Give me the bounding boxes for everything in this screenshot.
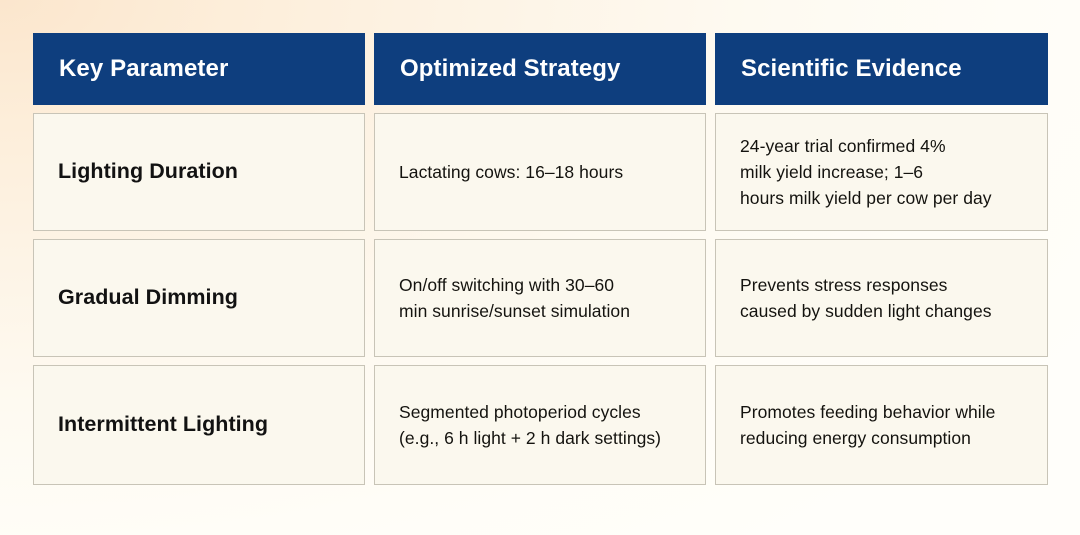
cell-parameter: Lighting Duration xyxy=(33,113,365,231)
header-label-optimized-strategy: Optimized Strategy xyxy=(400,55,621,83)
strategy-line: Segmented photoperiod cycles xyxy=(399,401,641,422)
evidence-line: reducing energy consumption xyxy=(740,428,971,448)
header-cell-scientific-evidence: Scientific Evidence xyxy=(715,33,1048,105)
header-label-scientific-evidence: Scientific Evidence xyxy=(741,55,962,83)
parameter-label: Gradual Dimming xyxy=(58,285,238,310)
evidence-text: 24-year trial confirmed 4% milk yield in… xyxy=(740,133,992,212)
strategy-text: Lactating cows: 16–18 hours xyxy=(399,159,623,185)
cell-parameter: Gradual Dimming xyxy=(33,239,365,357)
cell-strategy: Lactating cows: 16–18 hours xyxy=(374,113,706,231)
evidence-line: caused by sudden light changes xyxy=(740,301,992,321)
evidence-line: hours milk yield per cow per day xyxy=(740,188,992,209)
evidence-line: Promotes feeding behavior while xyxy=(740,401,996,422)
parameter-label: Lighting Duration xyxy=(58,159,238,184)
strategy-line: On/off switching with 30–60 xyxy=(399,274,615,295)
cell-evidence: Prevents stress responses caused by sudd… xyxy=(715,239,1048,357)
evidence-line: milk yield increase; 1–6 xyxy=(740,161,924,182)
comparison-table: Key Parameter Optimized Strategy Scienti… xyxy=(33,33,1048,485)
evidence-text: Promotes feeding behavior while reducing… xyxy=(740,399,995,452)
table-row: Intermittent Lighting Segmented photoper… xyxy=(33,365,1048,485)
cell-strategy: Segmented photoperiod cycles (e.g., 6 h … xyxy=(374,365,706,485)
strategy-line: Lactating cows: 16–18 hours xyxy=(399,161,624,182)
header-label-key-parameter: Key Parameter xyxy=(59,55,229,83)
parameter-label: Intermittent Lighting xyxy=(58,412,269,437)
strategy-line: (e.g., 6 h light + 2 h dark settings) xyxy=(399,428,662,448)
table-header-row: Key Parameter Optimized Strategy Scienti… xyxy=(33,33,1048,105)
table-row: Lighting Duration Lactating cows: 16–18 … xyxy=(33,113,1048,231)
header-cell-optimized-strategy: Optimized Strategy xyxy=(374,33,706,105)
evidence-text: Prevents stress responses caused by sudd… xyxy=(740,272,992,325)
strategy-text: On/off switching with 30–60 min sunrise/… xyxy=(399,272,630,325)
cell-strategy: On/off switching with 30–60 min sunrise/… xyxy=(374,239,706,357)
cell-parameter: Intermittent Lighting xyxy=(33,365,365,485)
table-row: Gradual Dimming On/off switching with 30… xyxy=(33,239,1048,357)
evidence-line: 24-year trial confirmed 4% xyxy=(740,135,946,156)
cell-evidence: Promotes feeding behavior while reducing… xyxy=(715,365,1048,485)
header-cell-key-parameter: Key Parameter xyxy=(33,33,365,105)
strategy-text: Segmented photoperiod cycles (e.g., 6 h … xyxy=(399,399,661,452)
strategy-line: min sunrise/sunset simulation xyxy=(399,301,630,321)
cell-evidence: 24-year trial confirmed 4% milk yield in… xyxy=(715,113,1048,231)
evidence-line: Prevents stress responses xyxy=(740,274,948,295)
